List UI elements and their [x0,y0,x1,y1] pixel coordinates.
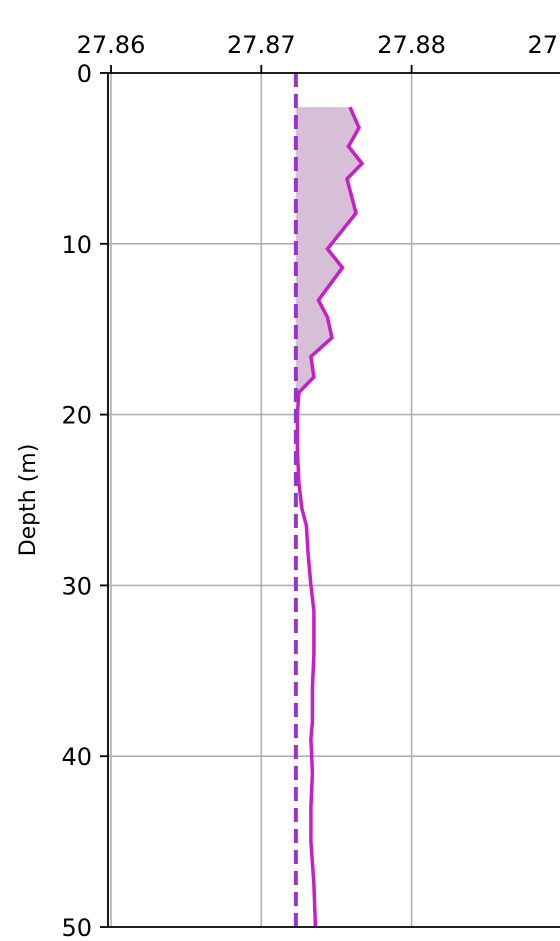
x-tick-label: 27.88 [377,31,446,59]
grid-lines [108,73,560,927]
x-tick-label: 27.86 [77,31,146,59]
y-ticks: 0 10 20 30 40 50 [61,60,108,941]
y-tick-label: 40 [61,743,92,771]
x-ticks: 27.86 27.87 27.88 27.89 [77,31,560,73]
y-axis-label: Depth (m) [16,444,41,557]
y-tick-label: 10 [61,231,92,259]
x-tick-label: 27.87 [227,31,296,59]
y-tick-label: 50 [61,914,92,941]
y-tick-label: 30 [61,572,92,600]
axes [107,72,560,928]
y-tick-label: 20 [61,402,92,430]
y-tick-label: 0 [77,60,92,88]
x-tick-label: 27.89 [528,31,560,59]
